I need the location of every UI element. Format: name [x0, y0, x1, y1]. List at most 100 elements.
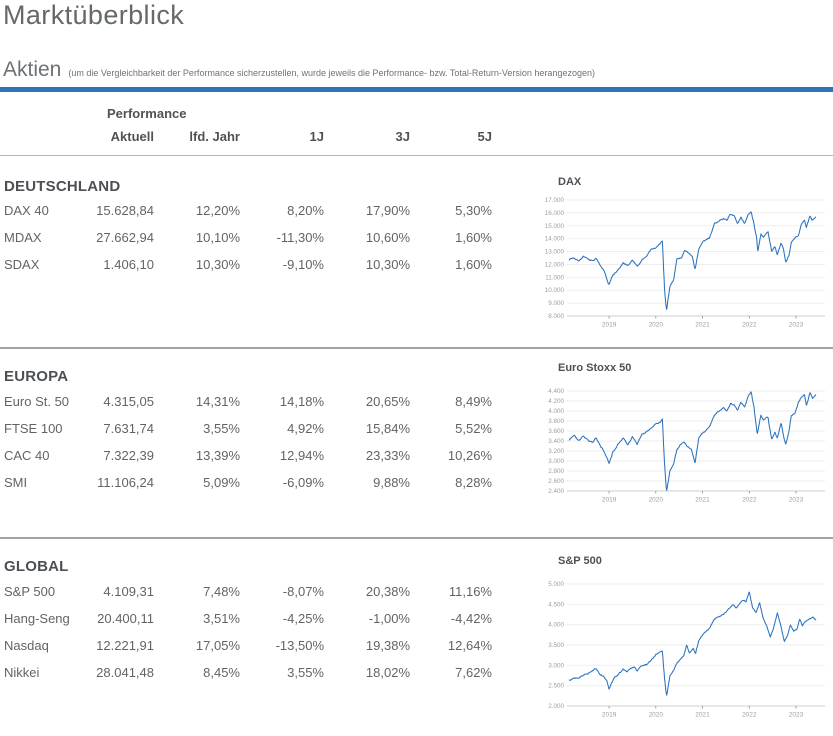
- x-tick-label: 2021: [695, 712, 710, 719]
- value-cell: 14,18%: [279, 394, 324, 409]
- table-row: CAC 40 7.322,39 13,39% 12,94% 23,33% 10,26%: [4, 442, 500, 469]
- value-cell: 7,62%: [455, 665, 492, 680]
- value-cell: 3,51%: [203, 611, 240, 626]
- table-column-headers: Aktuell lfd. Jahr 1J 3J 5J: [4, 129, 500, 144]
- chart-title-euro-stoxx-50: Euro Stoxx 50: [558, 362, 632, 374]
- value-cell: 10,60%: [365, 230, 410, 245]
- DAX-plot: 17.000 16.000 15.000 14.000 13.000 12.000 11.0…: [545, 197, 825, 329]
- value-cell: 1.406,10: [103, 257, 154, 272]
- section-note: (um die Vergleichbarkeit der Performance…: [68, 68, 595, 78]
- y-tick-label: 15.000: [545, 223, 565, 230]
- value-cell: 3,55%: [203, 421, 240, 436]
- value-cell: 10,26%: [447, 448, 492, 463]
- x-tick-label: 2019: [602, 497, 617, 504]
- header-divider: [0, 155, 833, 156]
- value-cell: 12,20%: [195, 203, 240, 218]
- x-tick-label: 2023: [789, 322, 804, 329]
- section-label-aktien: Aktien: [3, 58, 62, 81]
- value-cell: 17,05%: [195, 638, 240, 653]
- section-header-global: GLOBAL: [4, 558, 69, 575]
- x-tick-label: 2021: [695, 322, 710, 329]
- x-tick-label: 2023: [789, 712, 804, 719]
- y-tick-label: 3.000: [548, 662, 564, 669]
- value-cell: 8,49%: [455, 394, 492, 409]
- S&P 500-plot: 5.000 4.500 4.000 3.500 3.000 2.500 2.000 2019 2…: [548, 581, 825, 719]
- value-cell: 7.322,39: [103, 448, 154, 463]
- y-tick-label: 3.400: [548, 438, 564, 445]
- value-cell: 19,38%: [365, 638, 410, 653]
- row-label: SMI: [4, 475, 28, 490]
- table-rows-deutschland: DAX 40 15.628,84 12,20% 8,20% 17,90% 5,30% MDA…: [4, 197, 500, 278]
- x-tick-label: 2022: [742, 712, 757, 719]
- y-tick-label: 12.000: [545, 261, 565, 268]
- value-cell: 7.631,74: [103, 421, 154, 436]
- value-cell: 8,45%: [203, 665, 240, 680]
- x-tick-label: 2022: [742, 322, 757, 329]
- y-tick-label: 10.000: [545, 287, 565, 294]
- value-cell: 1,60%: [455, 230, 492, 245]
- value-cell: 27.662,94: [96, 230, 154, 245]
- value-cell: -4,42%: [450, 611, 492, 626]
- value-cell: 4.315,05: [103, 394, 154, 409]
- table-row: FTSE 100 7.631,74 3,55% 4,92% 15,84% 5,52%: [4, 415, 500, 442]
- value-cell: 17,90%: [365, 203, 410, 218]
- value-cell: 5,30%: [455, 203, 492, 218]
- Euro Stoxx 50-plot: 4.400 4.200 4.000 3.800 3.600 3.400 3.200 3.000…: [548, 388, 825, 504]
- column-header-spacer: [4, 129, 92, 144]
- value-cell: 7,48%: [203, 584, 240, 599]
- row-label: S&P 500: [4, 584, 56, 599]
- row-label: Euro St. 50: [4, 394, 70, 409]
- value-cell: 4.109,31: [103, 584, 154, 599]
- value-cell: -13,50%: [275, 638, 324, 653]
- price-line: [568, 391, 817, 491]
- chart-title-sp-500: S&P 500: [558, 555, 602, 567]
- value-cell: 23,33%: [365, 448, 410, 463]
- value-cell: 15,84%: [365, 421, 410, 436]
- y-tick-label: 4.500: [548, 601, 564, 608]
- table-row: Euro St. 50 4.315,05 14,31% 14,18% 20,65% 8,4…: [4, 388, 500, 415]
- value-cell: 15.628,84: [96, 203, 154, 218]
- value-cell: 10,10%: [195, 230, 240, 245]
- value-cell: 1,60%: [455, 257, 492, 272]
- price-line: [568, 211, 817, 310]
- price-line: [568, 591, 817, 696]
- y-tick-label: 3.500: [548, 642, 564, 649]
- value-cell: 20.400,11: [97, 611, 154, 626]
- table-row: SDAX 1.406,10 10,30% -9,10% 10,30% 1,60%: [4, 251, 500, 278]
- table-row: S&P 500 4.109,31 7,48% -8,07% 20,38% 11,16%: [4, 578, 500, 605]
- x-tick-label: 2022: [742, 497, 757, 504]
- x-tick-label: 2020: [649, 497, 664, 504]
- column-header-3j: 3J: [395, 129, 410, 144]
- row-label: FTSE 100: [4, 421, 63, 436]
- y-tick-label: 16.000: [545, 210, 565, 217]
- y-tick-label: 4.200: [548, 398, 564, 405]
- value-cell: -11,30%: [276, 230, 324, 245]
- table-row: Nasdaq 12.221,91 17,05% -13,50% 19,38% 12,64%: [4, 632, 500, 659]
- value-cell: 8,20%: [287, 203, 324, 218]
- value-cell: 10,30%: [365, 257, 410, 272]
- row-label: Nasdaq: [4, 638, 49, 653]
- page-title: Marktüberblick: [3, 0, 185, 30]
- table-rows-europa: Euro St. 50 4.315,05 14,31% 14,18% 20,65% 8,4…: [4, 388, 500, 496]
- row-label: SDAX: [4, 257, 40, 272]
- column-header-1j: 1J: [309, 129, 324, 144]
- sp-500-chart: 5.000 4.500 4.000 3.500 3.000 2.500 2.000 2019 2…: [543, 576, 833, 724]
- value-cell: 4,92%: [287, 421, 324, 436]
- y-tick-label: 2.500: [548, 683, 564, 690]
- y-tick-label: 3.600: [548, 428, 564, 435]
- value-cell: -1,00%: [368, 611, 410, 626]
- y-tick-label: 3.800: [548, 418, 564, 425]
- value-cell: 12.221,91: [96, 638, 154, 653]
- accent-divider: [0, 87, 833, 92]
- y-tick-label: 4.000: [548, 622, 564, 629]
- value-cell: 10,30%: [195, 257, 240, 272]
- row-label: Nikkei: [4, 665, 40, 680]
- row-label: DAX 40: [4, 203, 49, 218]
- value-cell: 12,94%: [279, 448, 324, 463]
- y-tick-label: 13.000: [545, 249, 565, 256]
- value-cell: -9,10%: [282, 257, 324, 272]
- value-cell: 9,88%: [373, 475, 410, 490]
- value-cell: 11,16%: [448, 584, 492, 599]
- row-label: CAC 40: [4, 448, 50, 463]
